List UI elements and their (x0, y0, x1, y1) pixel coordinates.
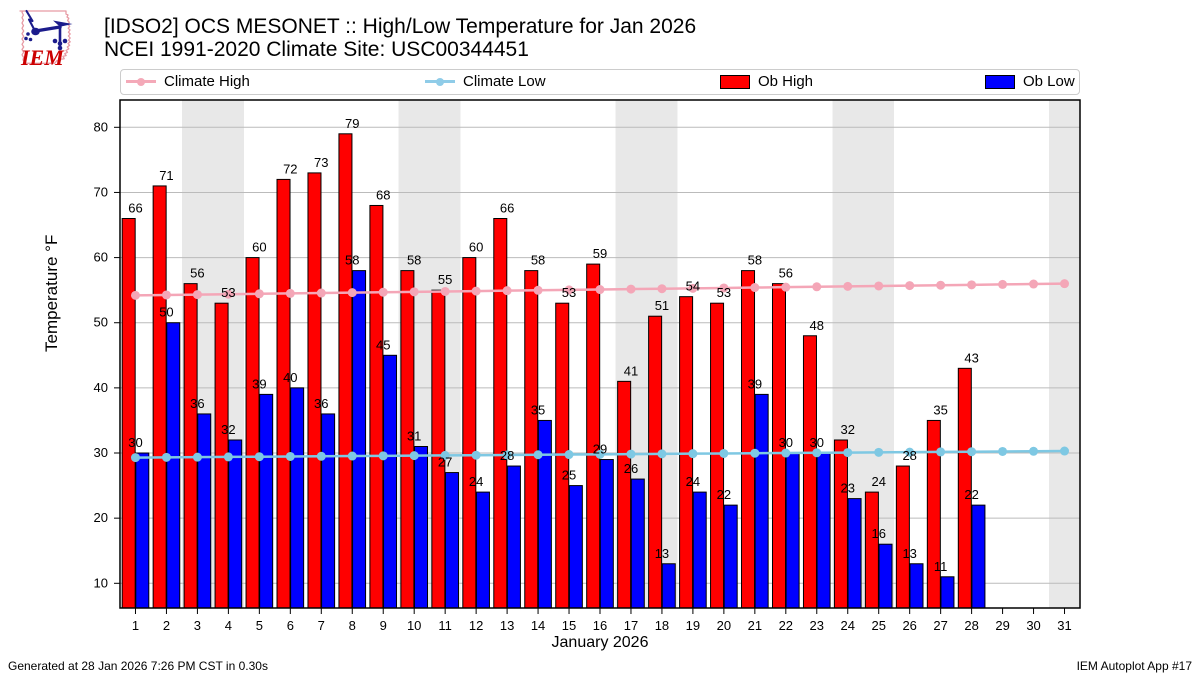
svg-text:13: 13 (902, 546, 916, 561)
svg-text:10: 10 (407, 618, 421, 633)
svg-text:40: 40 (94, 380, 108, 395)
svg-text:71: 71 (159, 168, 173, 183)
svg-text:31: 31 (1057, 618, 1071, 633)
svg-text:19: 19 (686, 618, 700, 633)
svg-text:72: 72 (283, 161, 297, 176)
svg-text:43: 43 (964, 350, 978, 365)
svg-text:5: 5 (256, 618, 263, 633)
svg-text:22: 22 (779, 618, 793, 633)
svg-text:30: 30 (94, 445, 108, 460)
svg-text:56: 56 (190, 266, 204, 281)
svg-text:56: 56 (779, 266, 793, 281)
svg-text:23: 23 (810, 618, 824, 633)
svg-text:39: 39 (252, 376, 266, 391)
svg-text:13: 13 (655, 546, 669, 561)
svg-text:6: 6 (287, 618, 294, 633)
svg-text:58: 58 (407, 253, 421, 268)
svg-text:12: 12 (469, 618, 483, 633)
svg-text:29: 29 (593, 442, 607, 457)
svg-text:58: 58 (531, 253, 545, 268)
svg-text:28: 28 (964, 618, 978, 633)
svg-text:50: 50 (159, 305, 173, 320)
svg-text:1: 1 (132, 618, 139, 633)
svg-text:21: 21 (748, 618, 762, 633)
svg-text:16: 16 (593, 618, 607, 633)
svg-text:45: 45 (376, 337, 390, 352)
svg-text:4: 4 (225, 618, 232, 633)
svg-text:41: 41 (624, 363, 638, 378)
svg-text:51: 51 (655, 298, 669, 313)
svg-text:53: 53 (717, 285, 731, 300)
svg-text:24: 24 (469, 474, 483, 489)
svg-text:8: 8 (349, 618, 356, 633)
svg-text:60: 60 (252, 240, 266, 255)
svg-text:31: 31 (407, 429, 421, 444)
svg-text:3: 3 (194, 618, 201, 633)
svg-text:48: 48 (810, 318, 824, 333)
svg-text:68: 68 (376, 187, 390, 202)
svg-text:22: 22 (717, 487, 731, 502)
svg-text:13: 13 (500, 618, 514, 633)
svg-text:58: 58 (345, 253, 359, 268)
svg-text:26: 26 (624, 461, 638, 476)
svg-text:60: 60 (469, 240, 483, 255)
svg-text:58: 58 (748, 253, 762, 268)
svg-text:20: 20 (717, 618, 731, 633)
svg-text:36: 36 (190, 396, 204, 411)
svg-text:15: 15 (562, 618, 576, 633)
svg-text:16: 16 (871, 526, 885, 541)
svg-text:35: 35 (531, 402, 545, 417)
svg-text:27: 27 (438, 455, 452, 470)
svg-text:73: 73 (314, 155, 328, 170)
svg-text:7: 7 (318, 618, 325, 633)
svg-text:53: 53 (221, 285, 235, 300)
svg-text:14: 14 (531, 618, 545, 633)
svg-text:23: 23 (841, 481, 855, 496)
svg-text:59: 59 (593, 246, 607, 261)
svg-text:32: 32 (221, 422, 235, 437)
svg-text:26: 26 (902, 618, 916, 633)
svg-text:50: 50 (94, 315, 108, 330)
svg-text:10: 10 (94, 575, 108, 590)
svg-text:28: 28 (902, 448, 916, 463)
svg-text:54: 54 (686, 279, 700, 294)
svg-text:25: 25 (562, 468, 576, 483)
svg-text:55: 55 (438, 272, 452, 287)
svg-text:17: 17 (624, 618, 638, 633)
svg-text:30: 30 (779, 435, 793, 450)
svg-text:27: 27 (933, 618, 947, 633)
svg-text:22: 22 (964, 487, 978, 502)
svg-text:36: 36 (314, 396, 328, 411)
svg-text:30: 30 (810, 435, 824, 450)
svg-text:24: 24 (841, 618, 855, 633)
svg-text:40: 40 (283, 370, 297, 385)
svg-text:70: 70 (94, 184, 108, 199)
svg-text:35: 35 (933, 402, 947, 417)
svg-text:30: 30 (128, 435, 142, 450)
svg-text:30: 30 (1026, 618, 1040, 633)
svg-text:25: 25 (871, 618, 885, 633)
svg-text:66: 66 (128, 201, 142, 216)
svg-text:2: 2 (163, 618, 170, 633)
svg-text:29: 29 (995, 618, 1009, 633)
svg-text:28: 28 (500, 448, 514, 463)
svg-text:20: 20 (94, 510, 108, 525)
svg-text:24: 24 (686, 474, 700, 489)
svg-text:9: 9 (380, 618, 387, 633)
svg-text:18: 18 (655, 618, 669, 633)
svg-text:60: 60 (94, 250, 108, 265)
svg-text:24: 24 (871, 474, 885, 489)
svg-text:32: 32 (841, 422, 855, 437)
svg-text:11: 11 (438, 618, 452, 633)
svg-text:11: 11 (934, 559, 948, 574)
svg-text:80: 80 (94, 119, 108, 134)
svg-text:66: 66 (500, 201, 514, 216)
svg-text:79: 79 (345, 116, 359, 131)
svg-text:39: 39 (748, 376, 762, 391)
svg-text:53: 53 (562, 285, 576, 300)
